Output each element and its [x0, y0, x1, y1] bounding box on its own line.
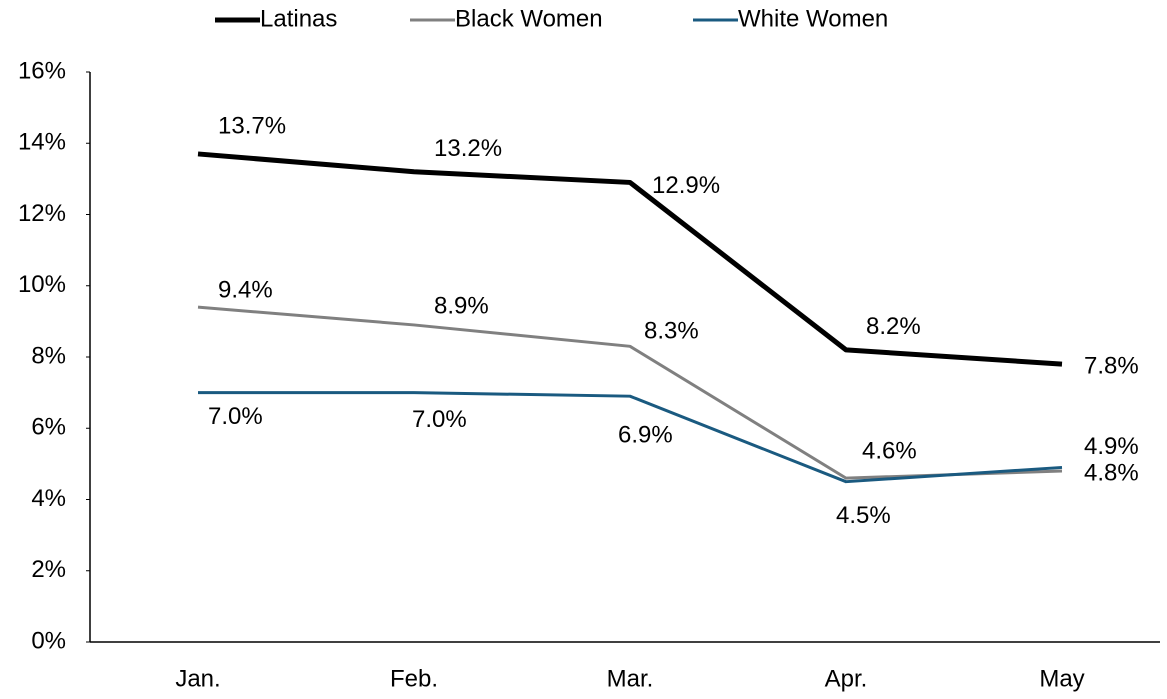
y-tick-label: 10%: [18, 271, 66, 298]
y-tick-label: 16%: [18, 57, 66, 84]
data-label: 4.5%: [836, 502, 891, 529]
x-tick-label: Jan.: [175, 665, 220, 692]
y-tick-label: 2%: [31, 556, 66, 583]
data-label: 12.9%: [652, 172, 720, 199]
data-label: 8.3%: [644, 318, 699, 345]
data-label: 6.9%: [618, 422, 673, 449]
x-tick-label: Apr.: [825, 665, 868, 692]
data-label: 7.0%: [412, 406, 467, 433]
y-tick-label: 8%: [31, 342, 66, 369]
data-label: 4.9%: [1084, 433, 1139, 460]
legend-label: Black Women: [455, 5, 603, 32]
data-label: 13.7%: [218, 112, 286, 139]
data-label: 7.0%: [208, 403, 263, 430]
y-tick-label: 6%: [31, 414, 66, 441]
y-tick-label: 14%: [18, 129, 66, 156]
x-tick-label: Mar.: [607, 665, 654, 692]
y-tick-label: 0%: [31, 627, 66, 654]
y-tick-label: 4%: [31, 485, 66, 512]
x-tick-label: May: [1039, 665, 1084, 692]
data-label: 8.2%: [866, 313, 921, 340]
data-label: 13.2%: [434, 135, 502, 162]
data-label: 4.6%: [862, 437, 917, 464]
legend-label: Latinas: [260, 5, 337, 32]
y-tick-label: 12%: [18, 200, 66, 227]
legend-label: White Women: [738, 5, 888, 32]
data-label: 8.9%: [434, 292, 489, 319]
data-label: 4.8%: [1084, 459, 1139, 486]
series-line: [198, 391, 1063, 484]
x-tick-label: Feb.: [390, 665, 438, 692]
series-line: [197, 151, 1063, 367]
data-label: 9.4%: [218, 276, 273, 303]
data-label: 7.8%: [1084, 352, 1139, 379]
